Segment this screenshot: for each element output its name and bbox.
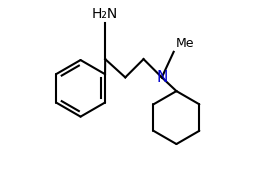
Text: H₂N: H₂N bbox=[92, 7, 118, 21]
Text: N: N bbox=[156, 70, 167, 85]
Text: Me: Me bbox=[175, 37, 194, 50]
